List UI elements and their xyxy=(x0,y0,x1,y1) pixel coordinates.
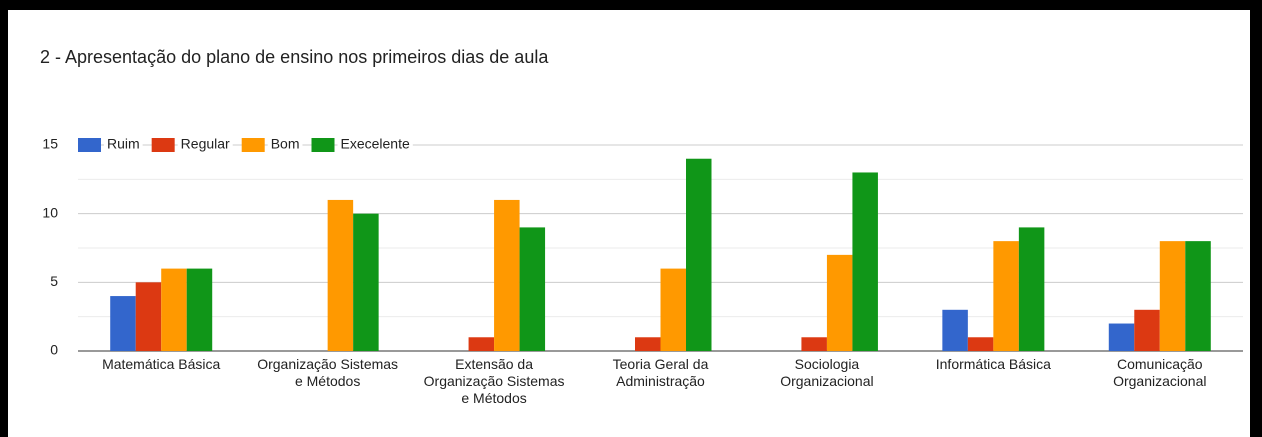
legend-label: Regular xyxy=(181,136,230,152)
bar xyxy=(801,337,827,351)
bar xyxy=(468,337,495,351)
legend-bg xyxy=(267,136,303,154)
legend-bg xyxy=(104,136,143,154)
x-tick-label: Sociologia Organizacional xyxy=(780,356,874,389)
bar xyxy=(967,337,994,351)
bar xyxy=(135,282,162,351)
legend-label: Bom xyxy=(271,136,300,152)
legend-swatch xyxy=(151,138,175,152)
bar xyxy=(519,227,546,351)
bar xyxy=(110,296,136,351)
bar xyxy=(660,268,686,351)
legend-swatch xyxy=(78,138,101,152)
bar xyxy=(993,241,1019,351)
chart-panel: 2 - Apresentação do plano de ensino nos … xyxy=(8,10,1250,437)
legend-bg xyxy=(177,136,233,154)
bar xyxy=(826,254,853,351)
y-tick-label: 10 xyxy=(42,204,58,220)
y-tick-label: 15 xyxy=(42,136,58,152)
bar xyxy=(852,172,878,351)
chart-title: 2 - Apresentação do plano de ensino nos … xyxy=(40,47,549,67)
legend-label: Execelente xyxy=(341,136,410,152)
bar xyxy=(942,309,968,351)
bar xyxy=(1159,241,1186,351)
legend-swatch xyxy=(311,138,335,152)
x-tick-label: Informática Básica xyxy=(935,356,1051,372)
bar xyxy=(1185,241,1211,351)
x-tick-label: Matemática Básica xyxy=(102,356,221,372)
bar xyxy=(635,337,661,351)
x-tick-label: Organização Sistemas e Métodos xyxy=(257,356,399,389)
legend-label: Ruim xyxy=(107,136,140,152)
x-tick-label: Comunicação Organizacional xyxy=(1113,356,1207,389)
bar xyxy=(494,199,520,351)
bar xyxy=(161,268,187,351)
x-tick-label: Teoria Geral da Administração xyxy=(612,356,709,389)
x-tick-label: Extensão da Organização Sistemas e Métod… xyxy=(423,356,565,406)
bar xyxy=(1108,323,1135,351)
y-tick-label: 0 xyxy=(50,342,58,358)
bar xyxy=(353,213,379,351)
bar xyxy=(327,199,354,351)
bar xyxy=(1134,309,1160,351)
legend-bg xyxy=(337,136,413,154)
chart: 2 - Apresentação do plano de ensino nos … xyxy=(40,47,1243,358)
legend-swatch xyxy=(241,138,265,152)
bar xyxy=(686,158,712,351)
y-tick-label: 5 xyxy=(50,273,58,289)
bar xyxy=(1018,227,1045,351)
bar xyxy=(186,268,213,351)
